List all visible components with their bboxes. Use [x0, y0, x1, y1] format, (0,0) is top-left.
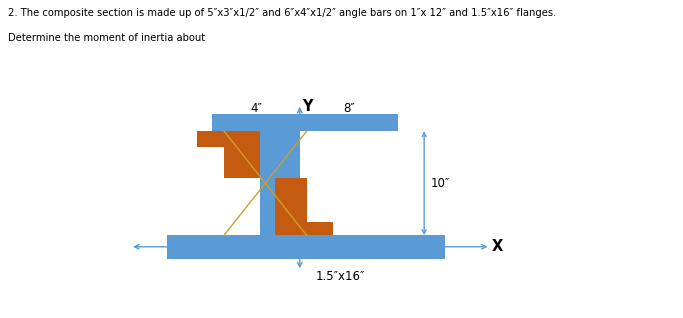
- Text: Determine the moment of inertia about: Determine the moment of inertia about: [8, 33, 206, 43]
- Bar: [275, 222, 333, 235]
- Bar: [260, 131, 300, 235]
- Text: 10″: 10″: [430, 177, 449, 190]
- Bar: [275, 178, 307, 235]
- Bar: [212, 114, 398, 131]
- Text: X: X: [492, 239, 503, 254]
- Bar: [167, 235, 445, 259]
- Text: 8″: 8″: [343, 102, 354, 115]
- Text: 2. The composite section is made up of 5″x3″x1/2″ and 6″x4″x1/2″ angle bars on 1: 2. The composite section is made up of 5…: [8, 8, 557, 18]
- Bar: [197, 131, 260, 147]
- Text: 4″: 4″: [250, 102, 262, 115]
- Text: 1.5″x16″: 1.5″x16″: [316, 270, 365, 283]
- Text: Y: Y: [303, 99, 313, 114]
- Bar: [224, 131, 260, 178]
